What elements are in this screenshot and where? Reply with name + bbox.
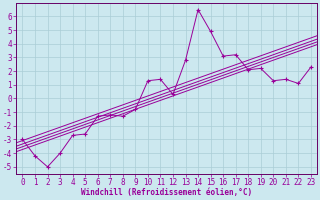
X-axis label: Windchill (Refroidissement éolien,°C): Windchill (Refroidissement éolien,°C): [81, 188, 252, 197]
